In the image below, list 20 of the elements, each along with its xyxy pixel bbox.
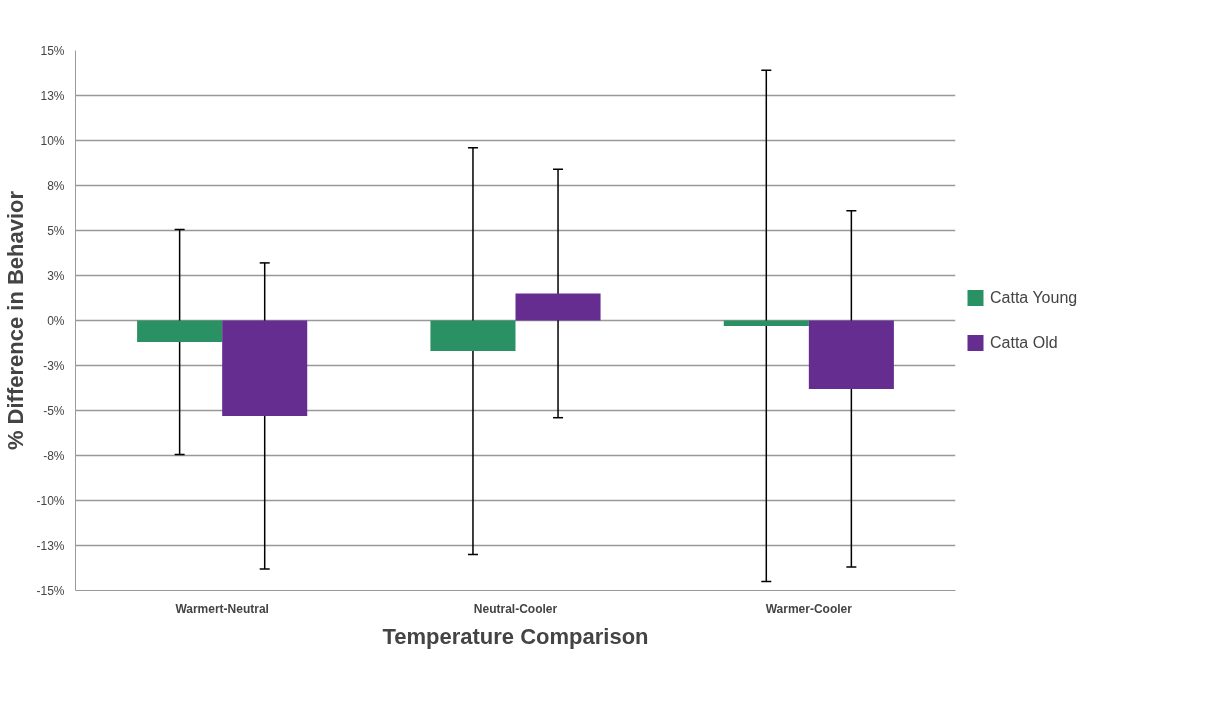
legend-label: Catta Young bbox=[990, 288, 1078, 307]
y-tick-label: -10% bbox=[36, 493, 65, 508]
y-tick-label: 3% bbox=[47, 268, 65, 283]
y-axis-title: % Difference in Behavior bbox=[3, 190, 29, 451]
x-tick-label: Neutral-Cooler bbox=[473, 601, 558, 616]
y-tick-label: -8% bbox=[43, 448, 65, 463]
y-tick-label: 8% bbox=[47, 178, 65, 193]
y-tick-label: 0% bbox=[47, 313, 65, 328]
legend-label: Catta Old bbox=[990, 333, 1058, 352]
y-tick-label: 15% bbox=[40, 43, 65, 58]
y-tick-label: 5% bbox=[47, 223, 65, 238]
x-tick-label: Warmer-Cooler bbox=[765, 601, 853, 616]
y-tick-label: -3% bbox=[43, 358, 65, 373]
y-tick-label: 10% bbox=[40, 133, 65, 148]
y-tick-label: 13% bbox=[40, 88, 65, 103]
x-tick-label: Warmert-Neutral bbox=[175, 601, 269, 616]
x-axis-title: Temperature Comparison bbox=[382, 623, 649, 649]
y-tick-label: -15% bbox=[36, 583, 65, 598]
y-tick-label: -13% bbox=[36, 538, 65, 553]
y-tick-label: -5% bbox=[43, 403, 65, 418]
